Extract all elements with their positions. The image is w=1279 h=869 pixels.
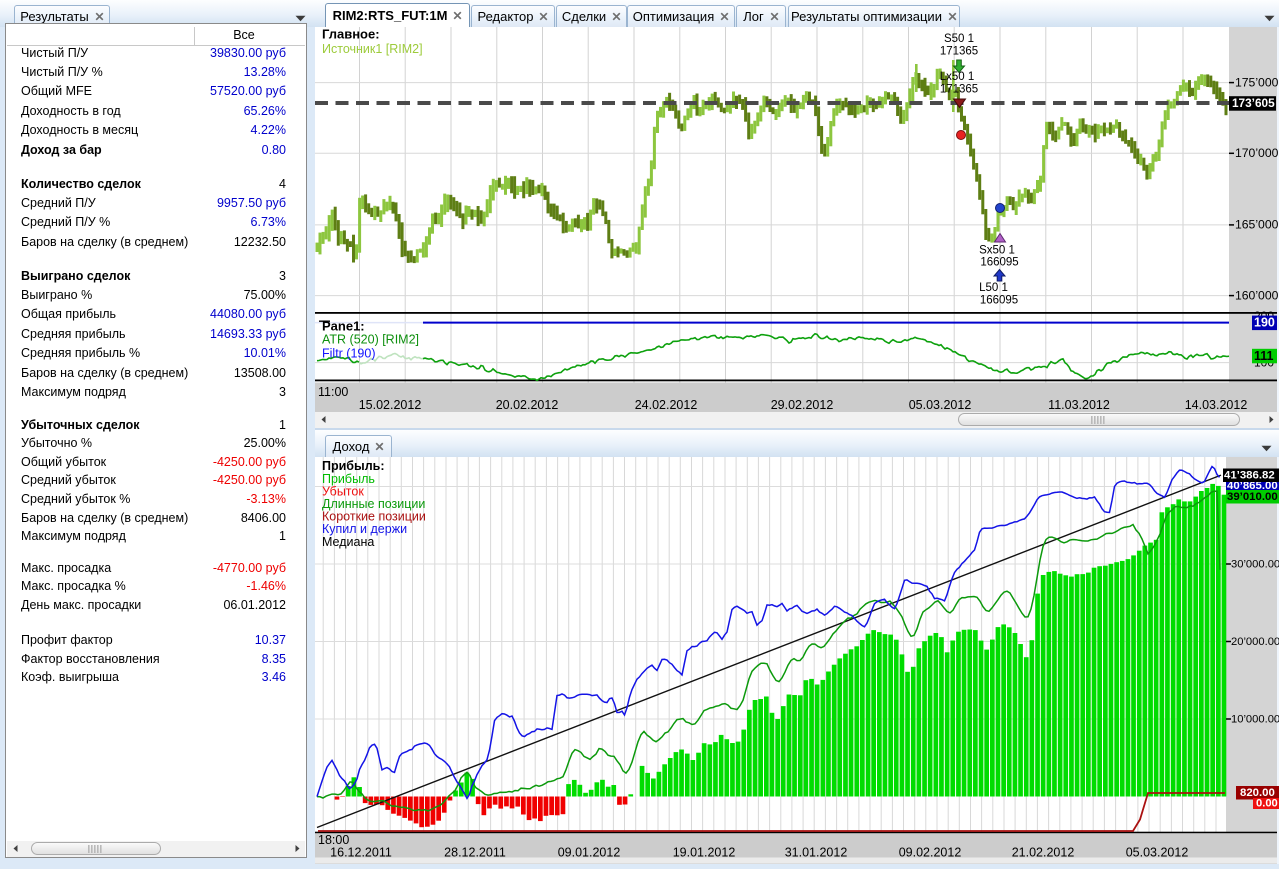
svg-text:24.02.2012: 24.02.2012 — [635, 398, 698, 412]
svg-text:28.12.2011: 28.12.2011 — [444, 845, 506, 859]
svg-text:31.01.2012: 31.01.2012 — [785, 845, 848, 859]
svg-text:L50 1: L50 1 — [979, 282, 1008, 294]
svg-text:166095: 166095 — [980, 295, 1018, 307]
svg-text:Главное:: Главное: — [322, 27, 380, 42]
svg-text:Прибыль:: Прибыль: — [322, 459, 385, 473]
svg-text:165’000: 165’000 — [1235, 218, 1279, 232]
svg-text:S50 1: S50 1 — [944, 33, 974, 45]
svg-text:Pane1:: Pane1: — [322, 319, 365, 334]
svg-text:Sx50 1: Sx50 1 — [979, 245, 1015, 257]
svg-text:14.03.2012: 14.03.2012 — [1185, 398, 1248, 412]
svg-text:11.03.2012: 11.03.2012 — [1048, 398, 1110, 412]
svg-text:Короткие позиции: Короткие позиции — [322, 510, 426, 524]
svg-text:Lx50 1: Lx50 1 — [940, 71, 975, 83]
svg-text:Длинные позиции: Длинные позиции — [322, 497, 425, 511]
svg-text:0.00: 0.00 — [1256, 797, 1278, 809]
svg-text:05.03.2012: 05.03.2012 — [909, 398, 972, 412]
svg-text:Медиана: Медиана — [322, 535, 374, 549]
svg-text:111: 111 — [1254, 349, 1274, 363]
svg-text:173’605: 173’605 — [1232, 96, 1275, 110]
svg-text:19.01.2012: 19.01.2012 — [673, 845, 736, 859]
svg-text:Купил и держи: Купил и держи — [322, 522, 407, 536]
svg-text:820.00: 820.00 — [1240, 787, 1275, 799]
svg-text:20’000.00: 20’000.00 — [1231, 636, 1279, 648]
svg-text:Убыток: Убыток — [322, 484, 364, 498]
svg-text:18:00: 18:00 — [318, 833, 349, 847]
svg-text:39’010.00: 39’010.00 — [1227, 491, 1278, 503]
svg-text:10’000.00: 10’000.00 — [1231, 713, 1279, 725]
svg-text:29.02.2012: 29.02.2012 — [771, 398, 834, 412]
svg-text:Прибыль: Прибыль — [322, 472, 375, 486]
svg-text:171365: 171365 — [940, 46, 978, 58]
svg-text:Filtr (190): Filtr (190) — [322, 346, 375, 360]
svg-text:166095: 166095 — [980, 257, 1018, 269]
svg-text:175’000: 175’000 — [1235, 75, 1279, 89]
svg-text:11:00: 11:00 — [318, 385, 348, 399]
svg-text:05.03.2012: 05.03.2012 — [1126, 845, 1189, 859]
svg-text:40’865.00: 40’865.00 — [1227, 480, 1278, 492]
svg-text:Источник1 [RIM2]: Источник1 [RIM2] — [322, 42, 423, 56]
svg-text:15.02.2012: 15.02.2012 — [359, 398, 422, 412]
svg-text:20.02.2012: 20.02.2012 — [496, 398, 559, 412]
svg-text:41’386.82: 41’386.82 — [1224, 470, 1275, 482]
svg-text:ATR (520) [RIM2]: ATR (520) [RIM2] — [322, 332, 419, 346]
svg-text:160’000: 160’000 — [1235, 288, 1279, 302]
svg-text:09.02.2012: 09.02.2012 — [899, 845, 962, 859]
svg-text:170’000: 170’000 — [1235, 146, 1279, 160]
svg-text:09.01.2012: 09.01.2012 — [558, 845, 621, 859]
svg-text:30’000.00: 30’000.00 — [1231, 558, 1279, 570]
svg-text:190: 190 — [1254, 316, 1275, 330]
svg-text:16.12.2011: 16.12.2011 — [330, 845, 392, 859]
svg-text:21.02.2012: 21.02.2012 — [1012, 845, 1075, 859]
svg-text:171365: 171365 — [940, 84, 978, 96]
